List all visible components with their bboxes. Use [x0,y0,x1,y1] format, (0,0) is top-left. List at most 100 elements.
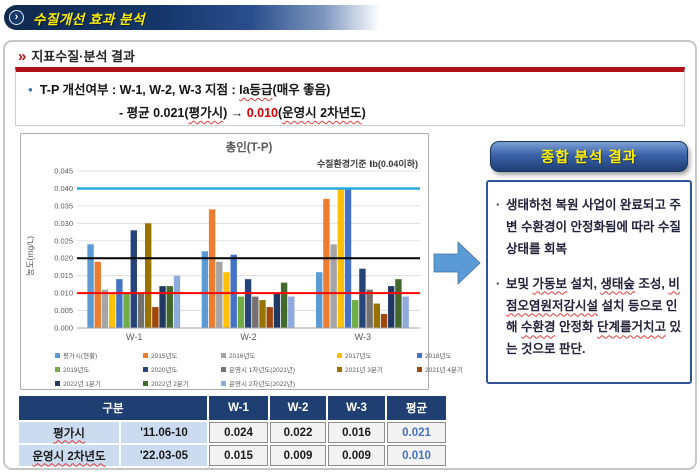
legend-marker-icon [337,352,342,358]
bar-W-3-7 [366,289,373,328]
value-w3: 0.009 [328,445,385,466]
bar-W-2-6 [244,279,252,328]
bar-W-3-5 [352,300,359,328]
bar-W-1-7 [137,293,145,328]
bar-W-2-3 [223,272,230,328]
bullet-dot-icon: · [496,276,501,291]
bar-W-2-7 [252,296,259,328]
bar-W-3-1 [323,198,330,328]
value-avg: 0.021 [387,422,446,443]
legend-item: 운영시 1차년도(2021년) [221,364,333,374]
chevron-right-icon: › [9,10,24,25]
value-w1: 0.024 [209,422,268,443]
chart-title: 총인(T-P) [226,140,273,154]
svg-text:0.005: 0.005 [54,306,73,315]
table-row: 평가시 '11.06-10 0.024 0.022 0.016 0.021 [19,422,446,443]
bar-W-3-11 [395,279,402,328]
analysis-result-body: · 생태하천 복원 사업이 완료되고 주변 수환경이 안정화됨에 따라 수질 상… [486,180,692,384]
svg-text:W-2: W-2 [240,332,256,342]
bar-W-1-11 [166,286,173,328]
bar-W-1-2 [101,289,109,328]
bar-W-2-2 [216,261,223,328]
svg-text:0.025: 0.025 [54,236,73,245]
bar-W-1-12 [173,275,181,328]
col-header-avg: 평균 [387,396,446,420]
value-w2: 0.022 [270,422,326,443]
legend-item: 2022년 2분기 [143,378,217,388]
bullet-dot-icon: · [496,198,501,212]
bar-W-1-9 [152,307,159,328]
row-label: 평가시 [19,422,119,443]
legend-item: 2022년 1분기 [55,378,139,388]
bar-W-1-4 [116,279,123,328]
legend-item: 2020년도 [143,364,217,374]
analysis-bullet-2: · 보및 가동보 설치, 생태숲 조성, 비점오염원저감시설 설치 등으로 인해… [496,274,682,362]
indicator-line-2-text: - 평균 0.021(평가시) → 0.010(운영시 2차년도) [119,106,366,120]
bar-W-3-6 [359,268,366,328]
analysis-result-header: 종합 분석 결과 [490,141,688,172]
bar-W-3-2 [330,244,337,328]
bar-W-2-11 [280,282,288,328]
analysis-bullet-1-text: 생태하천 복원 사업이 완료되고 주변 수환경이 안정화됨에 따라 수질 상태를… [506,198,681,256]
analysis-bullet-2-text: 보및 가동보 설치, 생태숲 조성, 비점오염원저감시설 설치 등으로 인해 수… [506,276,681,357]
legend-marker-icon [417,352,422,358]
bar-W-2-0 [201,251,209,328]
indicator-line-2: - 평균 0.021(평가시) → 0.010(운영시 2차년도) [119,102,684,121]
value-w2: 0.009 [270,445,326,466]
bar-W-2-4 [230,254,237,328]
bar-W-2-8 [259,300,266,328]
legend-marker-icon [417,366,422,372]
bar-W-3-0 [316,272,323,328]
bar-W-1-1 [94,261,101,328]
row-period: '11.06-10 [121,422,207,443]
bar-W-2-1 [208,209,216,328]
indicator-line-1: ● T-P 개선여부 : W-1, W-2, W-3 지점 : Ia등급(매우 좋… [28,79,684,98]
row-period: '22.03-05 [121,445,207,466]
table-row: 운영시 2차년도 '22.03-05 0.015 0.009 0.009 0.0… [19,445,446,466]
indicator-line-1-text: T-P 개선여부 : W-1, W-2, W-3 지점 : Ia등급(매우 좋음… [39,83,331,97]
legend-marker-icon [55,366,60,372]
legend-item: 2016년도 [221,350,333,360]
section-heading-label: 지표수질·분석 결과 [31,49,135,64]
svg-text:W-3: W-3 [355,332,371,342]
bar-W-1-8 [144,223,152,328]
bar-W-2-5 [237,296,245,328]
summary-table: 구분 W-1 W-2 W-3 평균 평가시 '11.06-10 0.024 0.… [17,394,448,468]
chart-legend: 평가시(현황) 2015년도 2016년도 2017년도 2018년도 2019년도 202… [55,350,463,388]
value-avg: 0.010 [387,445,446,466]
col-header-w2: W-2 [270,396,326,420]
svg-text:0.010: 0.010 [54,289,73,298]
col-header-gubun: 구분 [19,396,207,420]
section-heading: » 지표수질·분석 결과 [18,46,135,65]
bar-W-3-8 [373,303,381,328]
legend-item: 2015년도 [143,350,217,360]
legend-marker-icon [221,352,226,358]
bar-W-1-3 [108,293,116,328]
legend-item: 2021년 4분기 [417,364,463,374]
svg-text:0.045: 0.045 [54,167,73,176]
svg-text:0.040: 0.040 [54,184,73,193]
legend-marker-icon [221,366,226,372]
legend-item: 운영시 2차년도(2022년) [221,378,333,388]
bar-W-3-9 [380,314,388,328]
bar-W-1-5 [123,293,130,328]
svg-text:W-1: W-1 [126,332,142,342]
page-title-bar: › 수질개선 효과 분석 [4,5,404,30]
bar-W-1-10 [159,286,166,328]
legend-marker-icon [143,380,148,386]
legend-item: 2019년도 [55,364,139,374]
svg-text:0.020: 0.020 [54,254,73,263]
indicator-summary-box: ● T-P 개선여부 : W-1, W-2, W-3 지점 : Ia등급(매우 좋… [15,67,685,126]
col-header-w1: W-1 [209,396,268,420]
arrow-right-icon [433,241,481,285]
col-header-w3: W-3 [328,396,385,420]
bar-W-3-10 [388,286,395,328]
svg-text:0.000: 0.000 [54,324,73,333]
legend-item: 평가시(현황) [55,350,139,360]
bar-W-3-12 [402,296,409,328]
bar-W-2-12 [288,296,295,328]
double-chevron-icon: » [18,48,27,65]
chart-annotation: 수질환경기준 Ⅰb(0.04이하) [317,158,418,169]
tp-chart-plot: 총인(T-P) 수질환경기준 Ⅰb(0.04이하) 농도(mg/L) 0.000… [25,140,420,342]
